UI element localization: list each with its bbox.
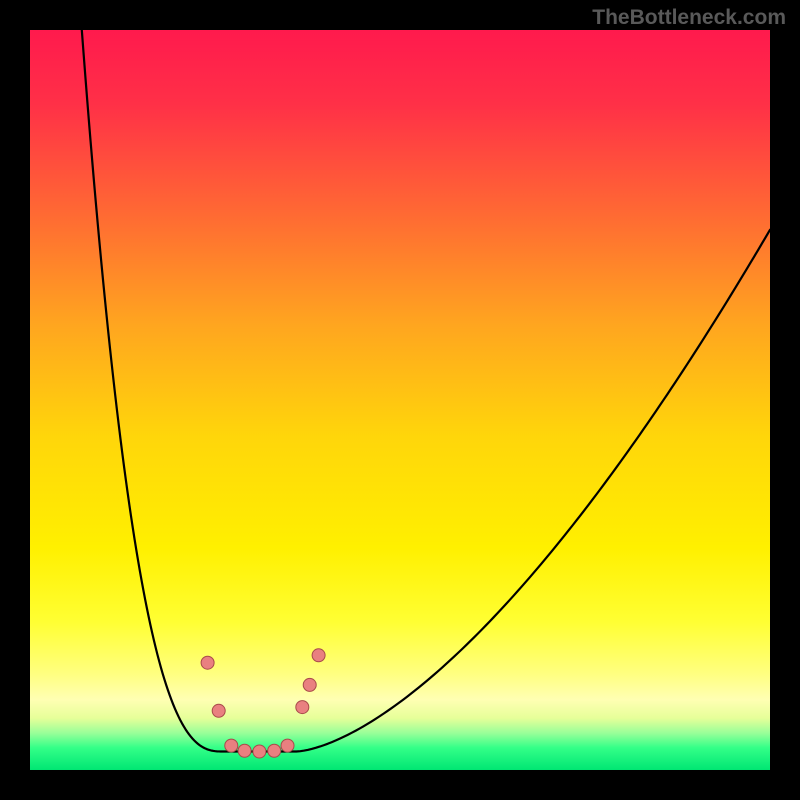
data-marker xyxy=(312,649,325,662)
watermark-text: TheBottleneck.com xyxy=(592,6,786,30)
data-marker xyxy=(201,656,214,669)
data-marker xyxy=(238,744,251,757)
data-marker xyxy=(303,678,316,691)
plot-area xyxy=(30,30,770,770)
data-marker xyxy=(225,739,238,752)
gradient-background xyxy=(30,30,770,770)
data-marker xyxy=(253,745,266,758)
chart-svg xyxy=(30,30,770,770)
chart-frame: TheBottleneck.com xyxy=(0,0,800,800)
data-marker xyxy=(281,739,294,752)
data-marker xyxy=(296,701,309,714)
data-marker xyxy=(268,744,281,757)
data-marker xyxy=(212,704,225,717)
